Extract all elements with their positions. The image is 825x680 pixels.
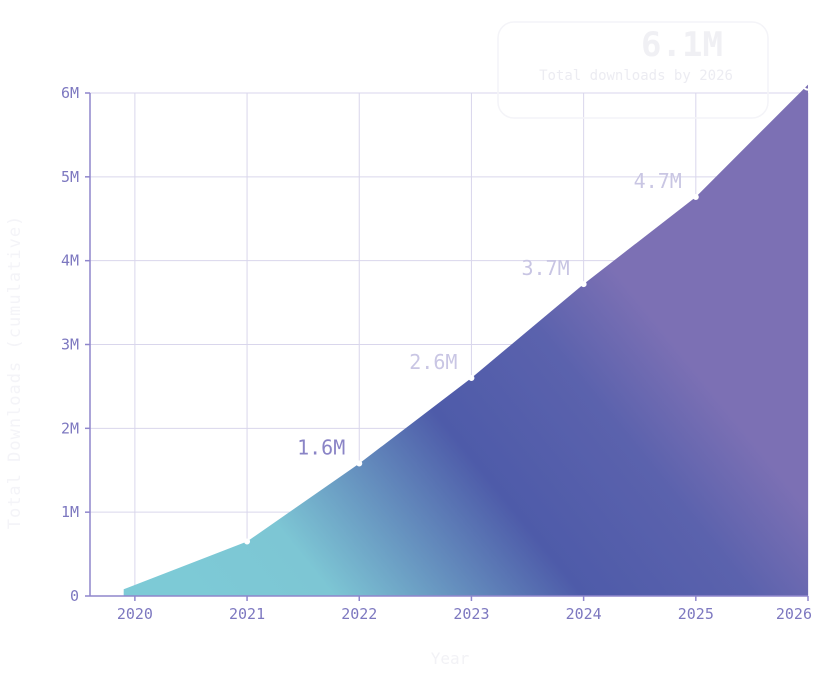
callout-layer: 6.1M Total downloads by 2026 xyxy=(497,21,769,119)
data-label: 3.7M xyxy=(521,256,569,280)
area-series xyxy=(123,84,808,596)
callout-caption: Total downloads by 2026 xyxy=(539,68,733,84)
axis-layer: 0 1M 2M 3M 4M 5M 6M 2020 2021 2022 2023 2024 2025 202… xyxy=(61,84,812,623)
x-tick-label: 2025 xyxy=(678,605,714,623)
x-tick-label: 2022 xyxy=(341,605,377,623)
data-point xyxy=(802,78,814,91)
data-label: 1.6M xyxy=(297,436,345,460)
data-label: 4.7M xyxy=(634,169,682,193)
y-tick-label: 6M xyxy=(61,84,79,102)
callout-box xyxy=(497,21,769,119)
x-tick-label: 2024 xyxy=(566,605,602,623)
y-tick-label: 2M xyxy=(61,419,79,437)
data-point xyxy=(692,193,699,200)
data-point xyxy=(580,281,587,288)
callout-value: 6.1M xyxy=(641,25,723,65)
data-label: 2.6M xyxy=(409,350,457,374)
x-tick-label: 2023 xyxy=(453,605,489,623)
label-layer: 1.6M 2.6M 3.7M 4.7M xyxy=(297,169,682,460)
x-tick-label: 2020 xyxy=(117,605,153,623)
x-axis-title: Year xyxy=(431,649,470,668)
data-point xyxy=(244,538,251,545)
x-tick-label: 2021 xyxy=(229,605,265,623)
y-tick-label: 3M xyxy=(61,336,79,354)
area-layer xyxy=(123,78,814,596)
x-tick-label: 2026 xyxy=(776,605,812,623)
y-tick-label: 0 xyxy=(70,587,79,605)
y-tick-label: 5M xyxy=(61,168,79,186)
y-tick-label: 4M xyxy=(61,252,79,270)
data-point xyxy=(468,375,475,382)
y-axis-title: Total Downloads (cumulative) xyxy=(5,215,25,530)
data-point xyxy=(356,460,363,467)
y-tick-label: 1M xyxy=(61,503,79,521)
